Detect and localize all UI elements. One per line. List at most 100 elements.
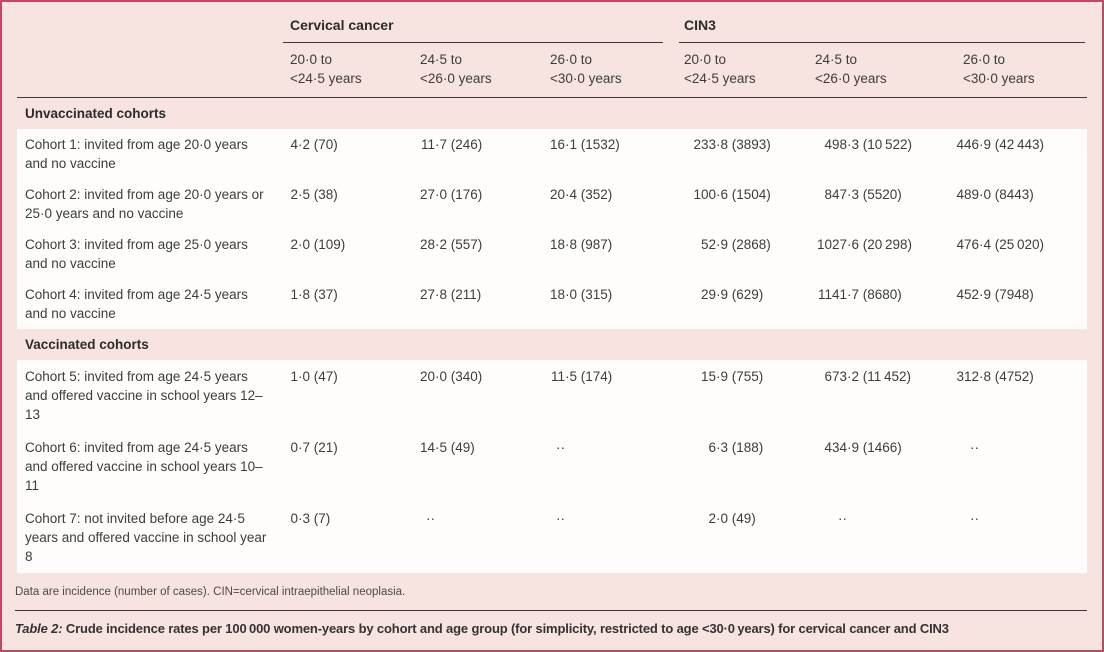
column-header-bottom: <24·5 years	[290, 71, 362, 86]
row-label: Cohort 2: invited from age 20·0 years or…	[25, 187, 264, 221]
column-header-3: 20·0 to <24·5 years	[680, 50, 780, 88]
table-row: Cohort 3: invited from age 25·0 years an…	[17, 229, 1087, 279]
column-header-row: 20·0 to <24·5 years 24·5 to <26·0 years 26·0…	[17, 43, 1087, 98]
value-int: 489	[956, 187, 979, 202]
value-int: 498	[824, 137, 847, 152]
value-rest: ·8 (3893)	[716, 137, 771, 152]
value-rest: ·0 (8443)	[979, 187, 1034, 202]
value-rest: ·6 (1504)	[716, 187, 771, 202]
data-cell: 0·7 (21)	[290, 438, 420, 457]
value-rest: ·8 (37)	[298, 287, 338, 302]
data-cell: 27·8 (211)	[420, 285, 550, 304]
row-label: Cohort 5: invited from age 24·5 years an…	[25, 369, 263, 422]
data-cell: 1·0 (47)	[290, 367, 420, 386]
value-rest: ·5 (38)	[298, 187, 338, 202]
label-column-spacer	[17, 50, 290, 88]
value-int: 18	[550, 287, 566, 302]
value-int: 476	[956, 237, 979, 252]
value-rest: ·5 (174)	[565, 369, 613, 384]
data-cell: 1027·6 (20 298)	[780, 235, 940, 254]
data-cell: 11·7 (246)	[420, 135, 550, 154]
value-int: 2	[290, 237, 298, 252]
data-cell: 498·3 (10 522)	[780, 135, 940, 154]
value-rest: ·1 (1532)	[565, 137, 620, 152]
value-int: ··	[970, 511, 979, 526]
data-cell: 673·2 (11 452)	[780, 367, 940, 386]
data-cell: 14·5 (49)	[420, 438, 550, 457]
column-header-0: 20·0 to <24·5 years	[290, 50, 420, 88]
group-label-cervical-cancer: Cervical cancer	[290, 17, 394, 33]
data-cell: ··	[550, 509, 680, 528]
table-row: Cohort 2: invited from age 20·0 years or…	[17, 179, 1087, 229]
section-header: Unvaccinated cohorts	[25, 106, 167, 121]
table-row: Cohort 7: not invited before age 24·5 ye…	[17, 502, 1087, 573]
column-header-2: 26·0 to <30·0 years	[550, 50, 680, 88]
data-cell: 0·3 (7)	[290, 509, 420, 528]
data-cell: 847·3 (5520)	[780, 185, 940, 204]
data-cell: 4·2 (70)	[290, 135, 420, 154]
value-int: 1	[290, 287, 298, 302]
value-rest: ·3 (5520)	[847, 187, 902, 202]
value-rest: ·9 (1466)	[847, 440, 902, 455]
column-header-top: 20·0 to	[290, 52, 333, 67]
section-header: Vaccinated cohorts	[25, 337, 149, 352]
value-rest: ·8 (987)	[565, 237, 613, 252]
column-header-bottom: <24·5 years	[684, 71, 756, 86]
value-int: 2	[708, 511, 716, 526]
value-int: ··	[838, 511, 847, 526]
value-int: 20	[550, 187, 566, 202]
data-cell: 28·2 (557)	[420, 235, 550, 254]
column-header-4: 24·5 to <26·0 years	[780, 50, 940, 88]
value-rest: ·3 (7)	[298, 511, 331, 526]
table-caption: Table 2: Crude incidence rates per 100 0…	[2, 611, 1102, 638]
data-cell: 446·9 (42 443)	[940, 135, 1087, 154]
value-int: 15	[700, 369, 716, 384]
column-header-top: 20·0 to	[684, 52, 727, 67]
value-rest: ·0 (109)	[298, 237, 346, 252]
data-cell: 434·9 (1466)	[780, 438, 940, 457]
data-cell: 1·8 (37)	[290, 285, 420, 304]
row-label: Cohort 3: invited from age 25·0 years an…	[25, 237, 248, 271]
table-row: Cohort 4: invited from age 24·5 years an…	[17, 279, 1087, 329]
table-row: Cohort 1: invited from age 20·0 years an…	[17, 129, 1087, 179]
data-cell: ··	[940, 438, 1087, 457]
table-row: Cohort 5: invited from age 24·5 years an…	[17, 360, 1087, 431]
data-cell: 476·4 (25 020)	[940, 235, 1087, 254]
value-int: 446	[956, 137, 979, 152]
data-cell: ··	[420, 509, 550, 528]
data-cell: 2·5 (38)	[290, 185, 420, 204]
value-int: 2	[290, 187, 298, 202]
column-header-top: 24·5 to	[420, 52, 463, 67]
data-cell: 20·4 (352)	[550, 185, 680, 204]
value-rest: ·0 (49)	[716, 511, 756, 526]
value-int: 1141	[817, 287, 847, 302]
value-rest: ·0 (176)	[435, 187, 483, 202]
row-label: Cohort 4: invited from age 24·5 years an…	[25, 287, 248, 321]
group-header-row: Cervical cancer CIN3	[17, 2, 1087, 43]
data-cell: 312·8 (4752)	[940, 367, 1087, 386]
value-int: 673	[824, 369, 847, 384]
column-header-5: 26·0 to <30·0 years	[940, 50, 1087, 88]
column-header-bottom: <26·0 years	[420, 71, 492, 86]
column-header-top: 24·5 to	[815, 52, 858, 67]
value-int: ··	[970, 440, 979, 455]
value-rest: ·5 (49)	[435, 440, 475, 455]
table-footnote: Data are incidence (number of cases). CI…	[15, 586, 406, 598]
value-rest: ·9 (629)	[716, 287, 764, 302]
value-int: 312	[956, 369, 979, 384]
data-cell: 52·9 (2868)	[680, 235, 780, 254]
value-int: 0	[290, 511, 298, 526]
data-cell: ··	[940, 509, 1087, 528]
value-int: 1	[290, 369, 298, 384]
column-header-bottom: <30·0 years	[550, 71, 622, 86]
data-cell: 20·0 (340)	[420, 367, 550, 386]
data-cell: 16·1 (1532)	[550, 135, 680, 154]
data-cell: ··	[550, 438, 680, 457]
data-cell: 18·0 (315)	[550, 285, 680, 304]
column-header-top: 26·0 to	[550, 52, 593, 67]
caption-divider	[15, 610, 1087, 611]
value-int: 27	[420, 187, 436, 202]
value-rest: ·2 (557)	[435, 237, 483, 252]
value-rest: ·7 (8680)	[847, 287, 902, 302]
